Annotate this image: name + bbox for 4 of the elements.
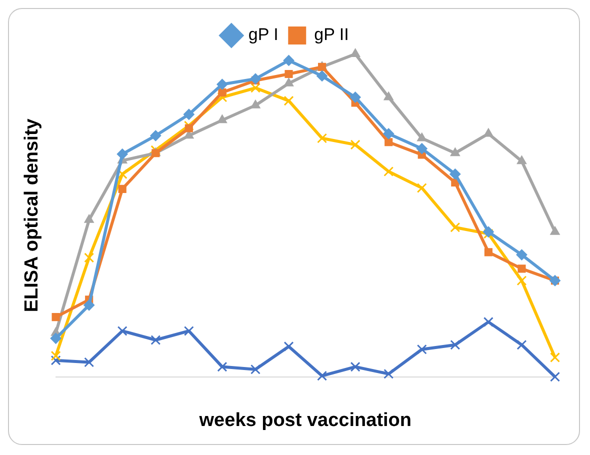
legend-label: gP I: [248, 25, 278, 44]
x-axis-title: weeks post vaccination: [198, 410, 412, 431]
legend-label: gP II: [314, 25, 349, 44]
y-axis-title: ELISA optical density: [22, 118, 43, 312]
